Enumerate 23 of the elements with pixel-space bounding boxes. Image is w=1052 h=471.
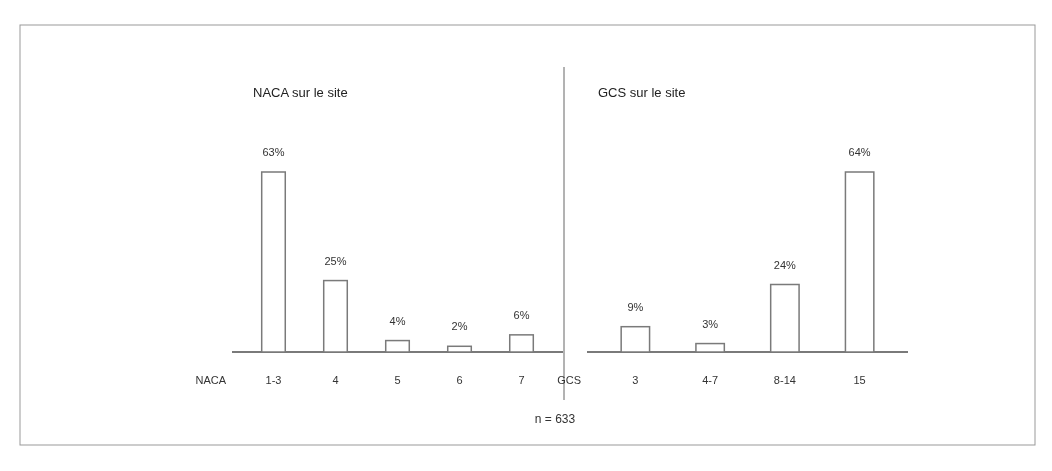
x-tick-label: 6 [456,374,463,386]
x-tick-label: 4-7 [702,374,719,386]
x-axis-title: GCS [557,374,581,386]
text: n = 633 [534,412,576,426]
x-axis-title: NACA [195,374,227,386]
data-label: 3% [702,317,719,330]
x-tick-label: 5 [394,374,401,386]
x-tick-label: 15 [853,374,866,386]
x-tick-label: 4 [332,374,339,386]
x-tick-label: 3 [632,374,639,386]
data-label: 24% [773,258,797,271]
data-label: 25% [324,254,347,267]
data-label: 9% [627,300,644,313]
data-label: 6% [513,308,530,321]
x-tick-label: 7 [518,374,525,386]
data-label: 2% [451,320,468,333]
data-label: 63% [262,146,285,158]
data-label: 64% [848,146,871,158]
x-tick-label: 8-14 [773,374,796,386]
chart-title: GCS sur le site [598,85,686,100]
chart-title: NACA sur le site [253,85,348,100]
data-label: 4% [389,314,406,327]
x-tick-label: 1-3 [265,374,282,386]
